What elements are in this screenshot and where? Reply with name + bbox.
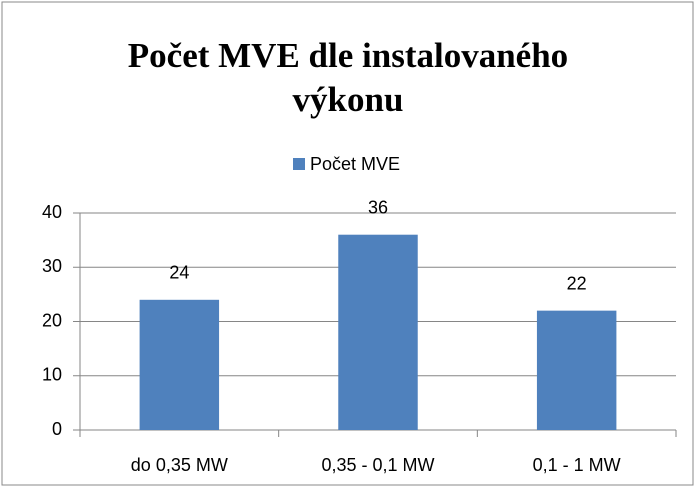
y-tick-label: 30 (42, 256, 62, 276)
bar (536, 310, 617, 430)
x-tick-label: 0,35 - 0,1 MW (321, 455, 434, 475)
bar (139, 299, 220, 430)
data-label: 36 (368, 197, 388, 217)
y-tick-label: 20 (42, 310, 62, 330)
data-label: 22 (567, 273, 587, 293)
y-tick-label: 10 (42, 365, 62, 385)
x-tick-label: 0,1 - 1 MW (533, 455, 621, 475)
data-label: 24 (169, 263, 189, 283)
chart-title: Počet MVE dle instalovaného výkonu (127, 36, 569, 119)
y-tick-label: 0 (52, 419, 62, 439)
x-tick-label: do 0,35 MW (131, 455, 228, 475)
y-tick-label: 40 (42, 202, 62, 222)
legend-swatch (293, 158, 305, 170)
bar (338, 234, 418, 430)
legend-label: Počet MVE (310, 154, 400, 174)
